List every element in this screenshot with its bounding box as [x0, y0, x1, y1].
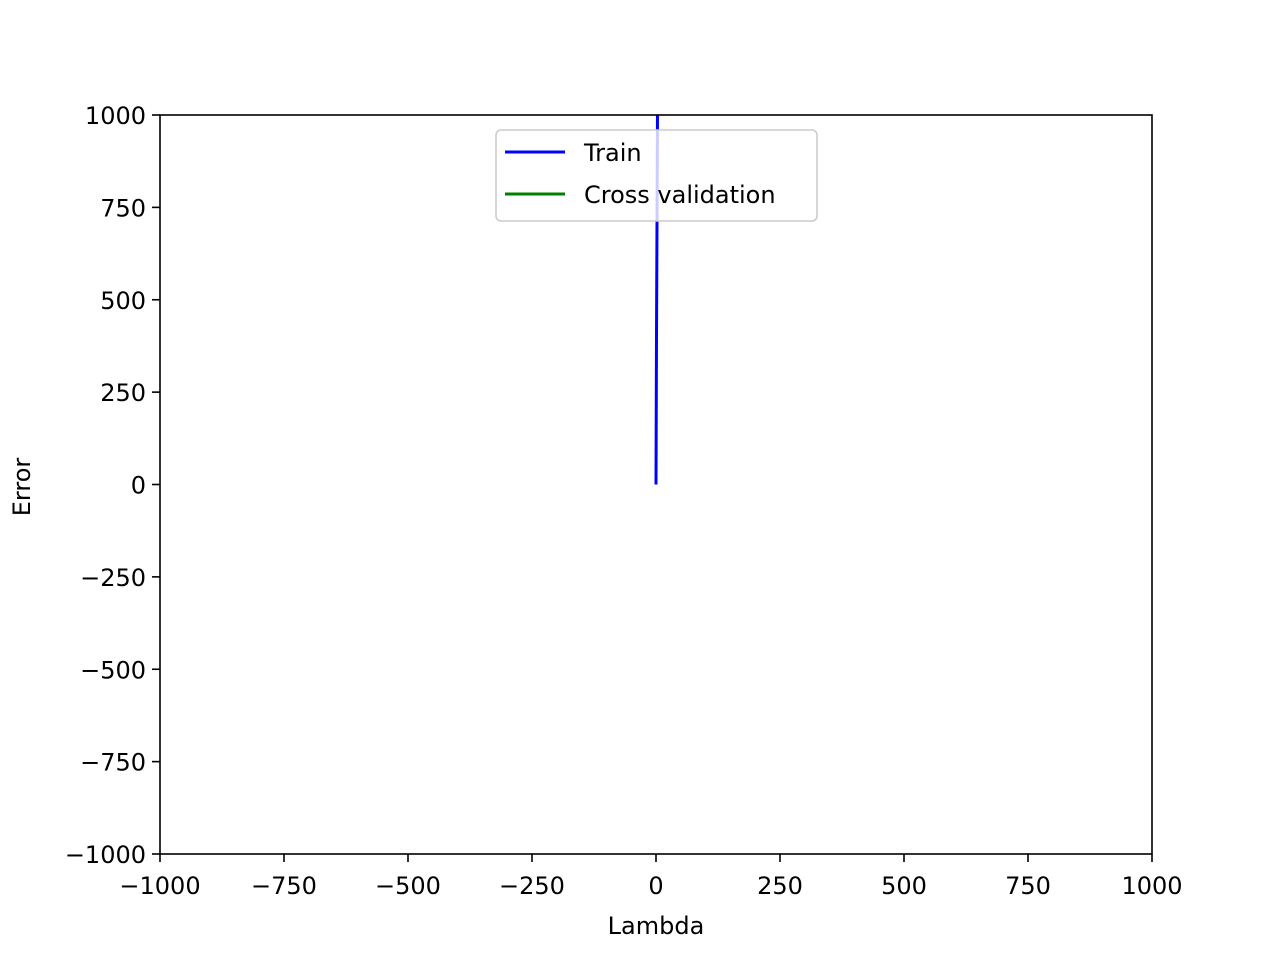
y-tick-label: −500: [80, 656, 146, 684]
y-axis-label: Error: [8, 458, 36, 517]
y-tick-label: −250: [80, 564, 146, 592]
y-tick-label: 0: [131, 472, 146, 500]
y-tick-label: 1000: [85, 102, 146, 130]
y-tick-label: 250: [100, 379, 146, 407]
y-tick-label: 500: [100, 287, 146, 315]
legend-box: [495, 129, 818, 222]
legend: Train Cross validation: [495, 129, 818, 222]
series-layer: [654, 115, 659, 485]
x-axis-label: Lambda: [608, 912, 705, 940]
x-tick-label: 0: [648, 872, 663, 900]
legend-cross-validation-label: Cross validation: [584, 181, 776, 209]
x-axis-ticks: −1000 −750 −500 −250 0 250 500 750 1000: [119, 854, 1183, 900]
x-tick-label: 500: [881, 872, 927, 900]
x-tick-label: 250: [757, 872, 803, 900]
x-tick-label: −500: [375, 872, 441, 900]
x-tick-label: 1000: [1121, 872, 1182, 900]
series-line-train: [654, 115, 659, 485]
y-tick-label: 750: [100, 194, 146, 222]
x-tick-label: 750: [1005, 872, 1051, 900]
x-tick-label: −1000: [119, 872, 200, 900]
x-tick-label: −750: [251, 872, 317, 900]
y-tick-label: −750: [80, 749, 146, 777]
legend-train-label: Train: [583, 139, 642, 167]
y-tick-label: −1000: [65, 841, 146, 869]
x-tick-label: −250: [499, 872, 565, 900]
y-axis-ticks: −1000 −750 −500 −250 0 250 500 750 1000: [65, 102, 160, 869]
